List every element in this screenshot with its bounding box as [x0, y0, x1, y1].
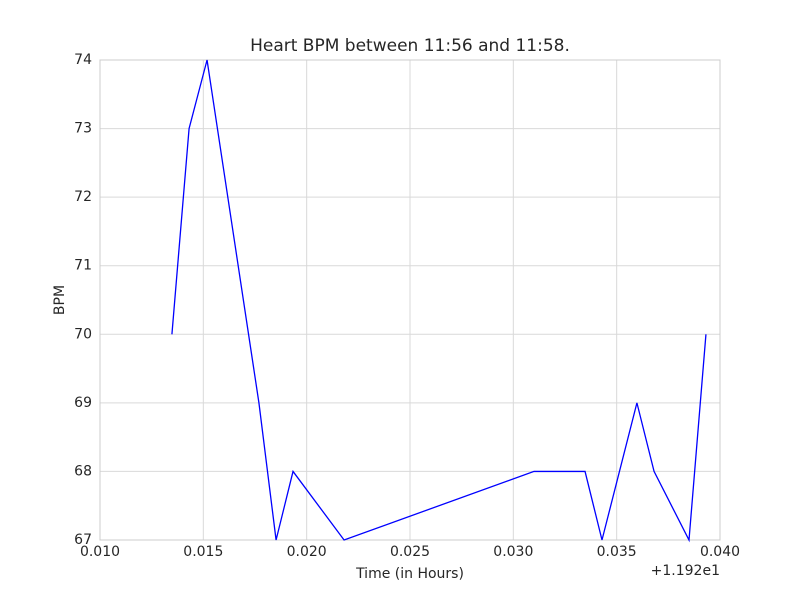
y-tick-label: 72: [74, 189, 92, 205]
y-tick-label: 69: [74, 395, 92, 411]
x-tick-label: 0.030: [493, 544, 533, 560]
y-tick-label: 73: [74, 121, 92, 137]
data-line: [171, 59, 707, 543]
x-tick-label: 0.040: [700, 544, 740, 560]
y-tick-label: 68: [74, 463, 92, 479]
x-tick-label: 0.010: [80, 544, 120, 560]
y-tick-label: 70: [74, 326, 92, 342]
plot-frame: [99, 59, 721, 541]
y-tick-label: 74: [74, 52, 92, 68]
x-axis-label: Time (in Hours): [355, 566, 464, 582]
x-tick-label: 0.020: [287, 544, 327, 560]
x-tick-label: 0.035: [597, 544, 637, 560]
y-tick-label: 71: [74, 258, 92, 274]
x-tick-label: 0.015: [183, 544, 223, 560]
x-offset-label: +1.192e1: [651, 563, 720, 579]
y-tick-label: 67: [74, 532, 92, 548]
y-axis-label: BPM: [52, 285, 68, 315]
x-tick-label: 0.025: [390, 544, 430, 560]
chart-title: Heart BPM between 11:56 and 11:58.: [250, 36, 570, 56]
